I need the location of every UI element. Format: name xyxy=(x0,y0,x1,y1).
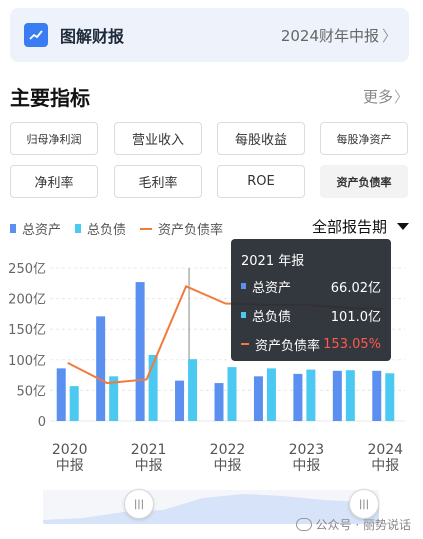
bar-total-liabilities xyxy=(227,367,237,421)
x-tick-period: 中报 xyxy=(214,458,242,474)
legend-label: 总资产 xyxy=(22,223,62,238)
x-tick-period: 中报 xyxy=(135,458,163,474)
tooltip-value: 101.0亿 xyxy=(330,309,381,325)
bar-total-liabilities xyxy=(345,370,355,421)
x-tick-period: 中报 xyxy=(292,458,320,474)
legend-label: 资产负债率 xyxy=(158,223,224,238)
bar-total-liabilities xyxy=(69,386,79,421)
y-tick-label: 0 xyxy=(38,415,46,430)
wechat-icon xyxy=(295,518,312,531)
tooltip-label: 资产负债率 xyxy=(255,338,321,354)
bar-total-assets xyxy=(293,373,303,421)
report-banner[interactable]: 图解财报 2024财年中报 〉 xyxy=(10,8,409,62)
bar-total-liabilities xyxy=(306,369,316,421)
legend-swatch xyxy=(75,224,82,233)
legend-item-total-assets[interactable]: 总资产 xyxy=(10,219,61,238)
bar-total-liabilities xyxy=(385,373,395,421)
chart-legend: 总资产 总负债 资产负债率 xyxy=(10,219,237,238)
watermark-text: 公众号 · 丽势说话 xyxy=(315,518,411,532)
tooltip-row: 总负债 101.0亿 xyxy=(241,306,381,325)
legend-swatch xyxy=(10,224,16,233)
chevron-right-icon[interactable]: 〉 xyxy=(393,88,409,106)
caret-down-icon xyxy=(397,223,409,230)
chart-range-scroller[interactable] xyxy=(43,490,379,524)
bar-total-liabilities xyxy=(266,368,276,421)
bar-total-assets xyxy=(56,368,66,421)
tooltip-swatch xyxy=(241,283,246,289)
bar-total-assets xyxy=(96,316,106,421)
tooltip-title: 2021 年报 xyxy=(241,254,305,269)
section-title: 主要指标 xyxy=(10,86,90,110)
x-tick-year: 2021 xyxy=(131,442,167,458)
banner-title: 图解财报 xyxy=(60,27,125,46)
scroller-handle-left[interactable]: ||| xyxy=(124,489,154,519)
tooltip-swatch xyxy=(241,312,246,318)
bar-total-assets xyxy=(175,380,185,421)
chevron-right-icon[interactable]: 〉 xyxy=(381,26,397,45)
y-tick-label: 200亿 xyxy=(8,293,46,308)
legend-item-total-liabilities[interactable]: 总负债 xyxy=(75,219,126,238)
legend-item-debt-ratio[interactable]: 资产负债率 xyxy=(140,219,223,238)
bar-total-assets xyxy=(214,383,224,421)
x-tick-period: 中报 xyxy=(56,458,84,474)
tooltip-label: 总负债 xyxy=(252,309,292,325)
tab-debt-ratio[interactable]: 资产负债率 xyxy=(320,165,408,198)
tab-net-margin[interactable]: 净利率 xyxy=(10,165,98,198)
bar-total-assets xyxy=(253,376,263,421)
tooltip-value: 66.02亿 xyxy=(330,280,381,296)
bar-total-liabilities xyxy=(109,376,119,421)
x-tick-year: 2022 xyxy=(210,442,246,458)
bar-total-assets xyxy=(372,370,382,421)
tab-gross-margin[interactable]: 毛利率 xyxy=(114,165,202,198)
more-link[interactable]: 更多 xyxy=(362,88,393,106)
x-tick-year: 2020 xyxy=(52,442,88,458)
x-tick-year: 2023 xyxy=(289,442,325,458)
tooltip-label: 总资产 xyxy=(252,280,292,296)
x-tick-year: 2024 xyxy=(367,442,403,458)
tooltip-value: 153.05% xyxy=(323,336,381,352)
tab-revenue[interactable]: 营业收入 xyxy=(114,122,202,155)
tab-eps[interactable]: 每股收益 xyxy=(217,122,305,155)
tooltip-row: 资产负债率 153.05% xyxy=(241,335,381,354)
chart-tooltip: 2021 年报 总资产 66.02亿 总负债 101.0亿 资产负债率 153.… xyxy=(231,239,391,361)
tooltip-swatch xyxy=(241,343,249,345)
scroller-handle-right[interactable]: ||| xyxy=(349,489,379,519)
y-tick-label: 150亿 xyxy=(8,323,46,338)
x-tick-period: 中报 xyxy=(371,458,399,474)
legend-line xyxy=(140,227,153,230)
bar-total-assets xyxy=(332,370,342,421)
legend-label: 总负债 xyxy=(87,223,127,238)
tab-bvps[interactable]: 每股净资产 xyxy=(320,122,408,155)
watermark: 公众号 · 丽势说话 xyxy=(295,516,411,533)
tooltip-row: 总资产 66.02亿 xyxy=(241,277,381,296)
tab-net-profit[interactable]: 归母净利润 xyxy=(10,122,98,155)
chart-report-icon xyxy=(24,23,48,47)
bar-total-liabilities xyxy=(188,359,198,421)
tab-roe[interactable]: ROE xyxy=(217,165,305,198)
y-tick-label: 250亿 xyxy=(8,262,46,277)
y-tick-label: 50亿 xyxy=(16,384,46,399)
y-tick-label: 100亿 xyxy=(8,354,46,369)
period-dropdown-label: 全部报告期 xyxy=(311,218,387,236)
scroller-overview xyxy=(43,494,379,524)
period-dropdown[interactable]: 全部报告期 xyxy=(312,216,409,237)
debt-ratio-chart: 050亿100亿150亿200亿250亿2020中报2021中报2022中报20… xyxy=(8,262,405,474)
bar-total-assets xyxy=(135,282,145,421)
banner-period[interactable]: 2024财年中报 xyxy=(280,26,379,45)
bar-total-liabilities xyxy=(148,354,158,421)
